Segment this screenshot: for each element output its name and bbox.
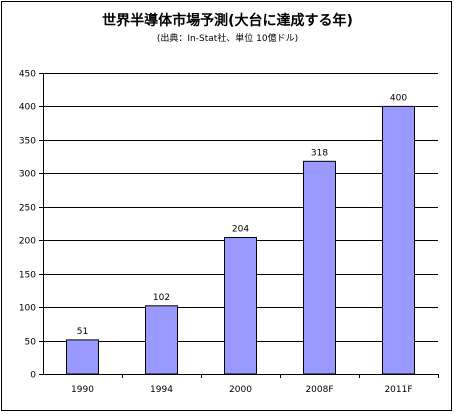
data-label-2000: 204 [232, 225, 249, 235]
x-tick-labels: 1990 1994 2000 2008F 2011F [71, 385, 413, 395]
y-tick-label: 100 [19, 304, 36, 314]
y-tick-label: 450 [19, 70, 36, 80]
y-tick-labels: 0 50 100 150 200 250 300 350 400 450 [19, 70, 36, 381]
data-label-1994: 102 [153, 293, 170, 303]
bars [66, 105, 415, 375]
chart-subtitle: (出典：In-Stat社、単位 10億ドル) [156, 34, 299, 44]
bar-2011F [382, 105, 415, 375]
y-tick-label: 150 [19, 271, 36, 281]
y-tick-label: 400 [19, 103, 36, 113]
bar-2008F [303, 160, 336, 375]
bar-2000 [224, 237, 257, 375]
data-label-2011F: 400 [390, 93, 407, 103]
y-tick-label: 50 [25, 338, 37, 348]
data-label-1990: 51 [77, 327, 88, 337]
y-tick-label: 300 [19, 170, 36, 180]
x-tick-label-1990: 1990 [71, 385, 94, 395]
x-tick-label-2000: 2000 [229, 385, 252, 395]
x-tick-label-1994: 1994 [150, 385, 173, 395]
bar-1990 [66, 339, 99, 375]
data-label-2008F: 318 [311, 148, 328, 158]
bar-1994 [145, 305, 178, 375]
x-tick-label-2011F: 2011F [384, 385, 412, 395]
y-tick-label: 350 [19, 137, 36, 147]
y-tick-label: 200 [19, 237, 36, 247]
y-tick-label: 0 [30, 371, 36, 381]
data-labels: 51 102 204 318 400 [77, 93, 408, 337]
x-tick-label-2008F: 2008F [305, 385, 333, 395]
chart-title: 世界半導体市場予測(大台に達成する年) [102, 13, 353, 29]
y-tick-label: 250 [19, 204, 36, 214]
